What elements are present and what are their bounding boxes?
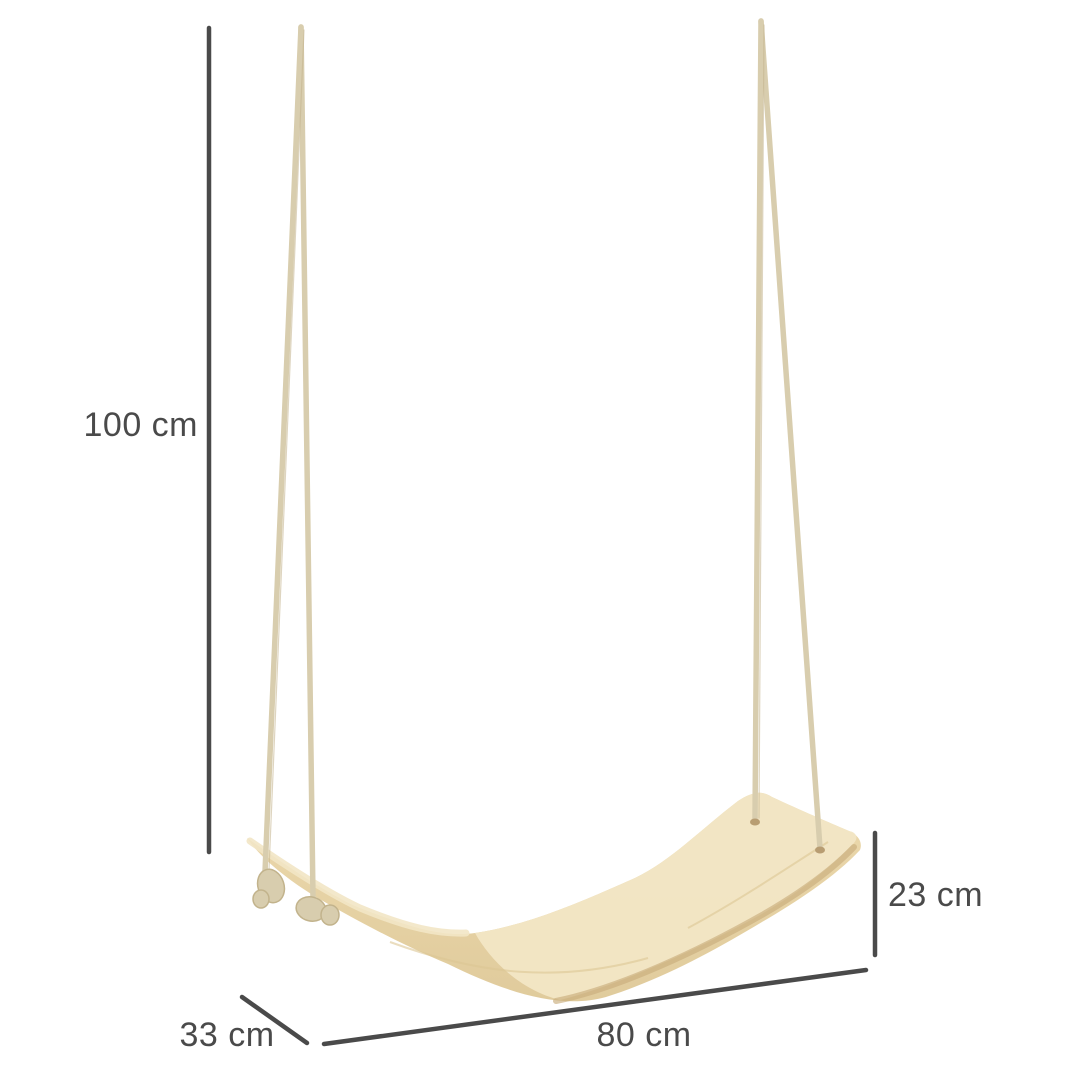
rope-hole [750,818,760,826]
rope-hole [815,846,825,854]
left-rope-strand-back [298,24,316,901]
wood-grain-line [687,841,829,929]
right-rope-edge [758,24,765,819]
rope-knots [252,868,340,926]
right-rope-strand-back [758,18,823,851]
board-bottom-edge-shadow [553,844,857,1004]
length-dimension-line [321,967,869,1047]
board-left-face-edge [246,837,470,937]
curve-height-dimension-label: 23 cm [888,876,984,914]
length-dimension-label: 80 cm [596,1016,692,1054]
board-top-face [475,792,857,1000]
height-dimension-label: 100 cm [83,406,198,444]
left-rope-edge [268,29,305,871]
depth-dimension-line [239,994,310,1046]
depth-dimension-label: 33 cm [179,1016,275,1054]
wood-grain-line [389,941,649,974]
left-rope-strand-front [262,24,304,875]
right-rope-strand-front [752,18,764,823]
